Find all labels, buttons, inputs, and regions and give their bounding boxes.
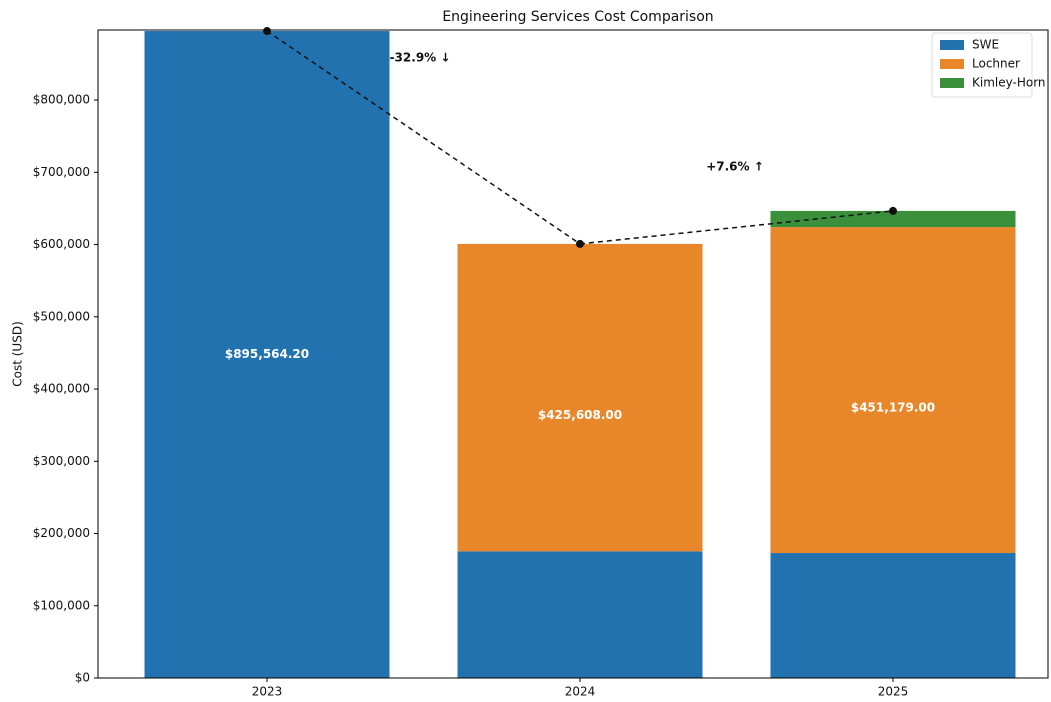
y-axis-label: Cost (USD) bbox=[11, 321, 25, 387]
annotation: -32.9% ↓ bbox=[390, 51, 451, 65]
bar-segment bbox=[770, 227, 1016, 554]
trend-line bbox=[579, 210, 894, 245]
legend-label: Kimley-Horn bbox=[972, 76, 1046, 90]
plot-frame bbox=[97, 29, 1049, 679]
annotation: +7.6% ↑ bbox=[706, 160, 764, 174]
y-tick-label: $400,000 bbox=[33, 382, 90, 396]
chart-title: Engineering Services Cost Comparison bbox=[442, 9, 713, 25]
x-tick-label: 2024 bbox=[565, 685, 596, 699]
y-tick-label: $300,000 bbox=[33, 454, 90, 468]
y-tick-label: $700,000 bbox=[33, 165, 90, 179]
total-point bbox=[263, 27, 271, 36]
x-tick-label: 2023 bbox=[252, 685, 283, 699]
legend-swatch bbox=[940, 59, 964, 69]
legend-label: Lochner bbox=[972, 57, 1020, 71]
y-tick-label: $0 bbox=[75, 671, 90, 685]
total-point bbox=[889, 206, 897, 215]
legend-swatch bbox=[940, 78, 964, 88]
bar-segment bbox=[770, 553, 1016, 678]
y-tick-label: $100,000 bbox=[33, 598, 90, 612]
bar-segment bbox=[144, 31, 390, 679]
trend-line bbox=[266, 30, 581, 245]
value-label: $895,564.20 bbox=[225, 347, 309, 361]
value-label: $425,608.00 bbox=[538, 408, 622, 422]
y-tick-label: $800,000 bbox=[33, 93, 90, 107]
bar-segment bbox=[770, 210, 1016, 228]
value-label: $451,179.00 bbox=[851, 401, 935, 415]
total-point bbox=[576, 239, 584, 248]
y-tick-label: $500,000 bbox=[33, 309, 90, 323]
y-tick-label: $200,000 bbox=[33, 526, 90, 540]
legend-label: SWE bbox=[972, 38, 999, 52]
bar-segment bbox=[457, 551, 703, 678]
legend-swatch bbox=[940, 40, 964, 50]
y-tick-label: $600,000 bbox=[33, 237, 90, 251]
bar-segment bbox=[457, 243, 703, 552]
x-tick-label: 2025 bbox=[878, 685, 909, 699]
